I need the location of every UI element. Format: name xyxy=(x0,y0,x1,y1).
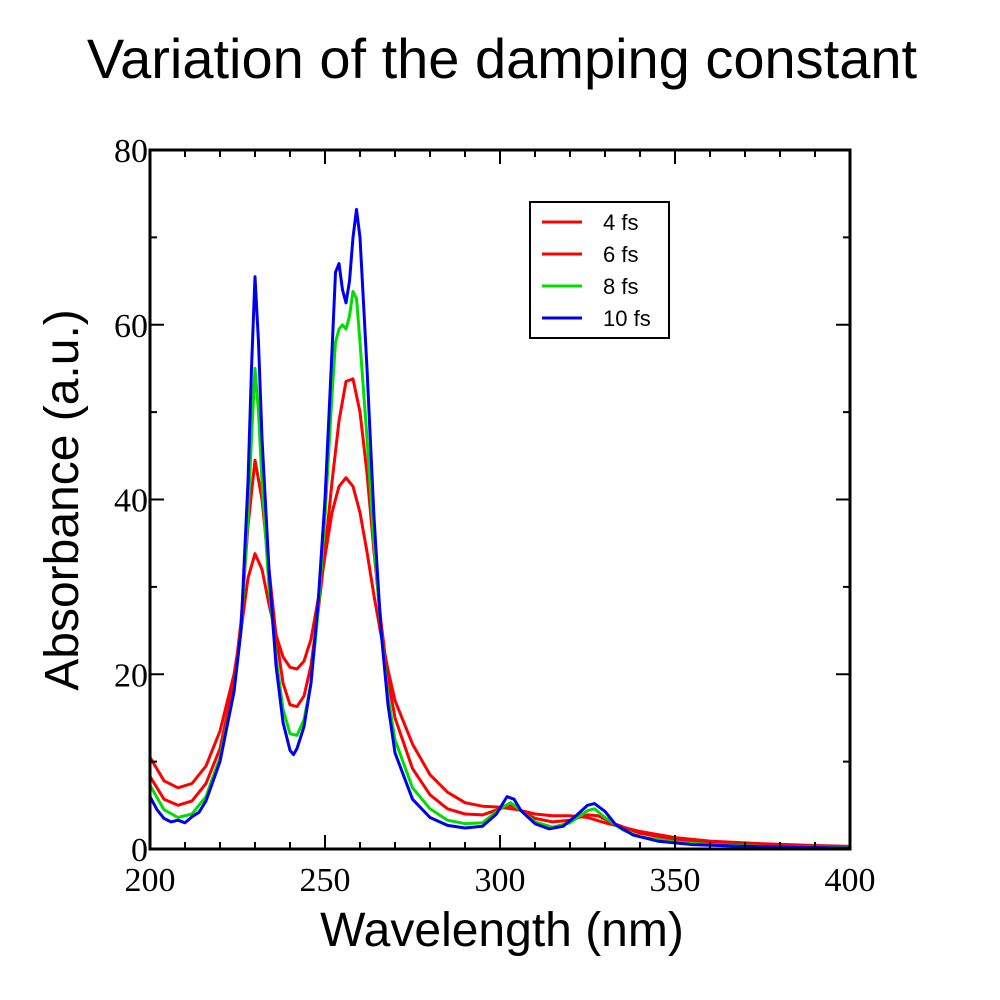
plot-frame xyxy=(148,148,852,851)
x-tick-label: 350 xyxy=(650,862,701,899)
x-tick-label: 250 xyxy=(300,862,351,899)
series-line-10-fs xyxy=(150,207,850,849)
series-line-8-fs xyxy=(150,290,850,849)
y-tick-label: 80 xyxy=(114,133,148,170)
axis-ticks xyxy=(149,149,851,850)
x-tick-label: 400 xyxy=(825,862,876,899)
y-axis-title: Absorbance (a.u.) xyxy=(36,309,89,691)
y-tick-label: 60 xyxy=(114,308,148,345)
chart-title: Variation of the damping constant xyxy=(87,27,918,90)
y-tick-label: 40 xyxy=(114,483,148,520)
x-tick-label: 300 xyxy=(475,862,526,899)
legend: 4 fs 6 fs 8 fs 10 fs xyxy=(529,201,670,339)
y-tick-label: 0 xyxy=(131,832,148,869)
legend-box xyxy=(529,201,670,339)
x-axis-title: Wavelength (nm) xyxy=(320,904,684,957)
series-line-6-fs xyxy=(150,377,850,849)
legend-label: 6 fs xyxy=(603,242,638,267)
legend-label: 4 fs xyxy=(603,210,638,235)
axis-tick-labels: 200 250 300 350 400 0 20 40 60 80 xyxy=(114,133,876,899)
x-tick-label: 200 xyxy=(125,862,176,899)
series-line-4-fs xyxy=(150,476,850,848)
plot-lines xyxy=(150,207,850,849)
legend-label: 10 fs xyxy=(603,306,651,331)
y-tick-label: 20 xyxy=(114,657,148,694)
legend-label: 8 fs xyxy=(603,274,638,299)
